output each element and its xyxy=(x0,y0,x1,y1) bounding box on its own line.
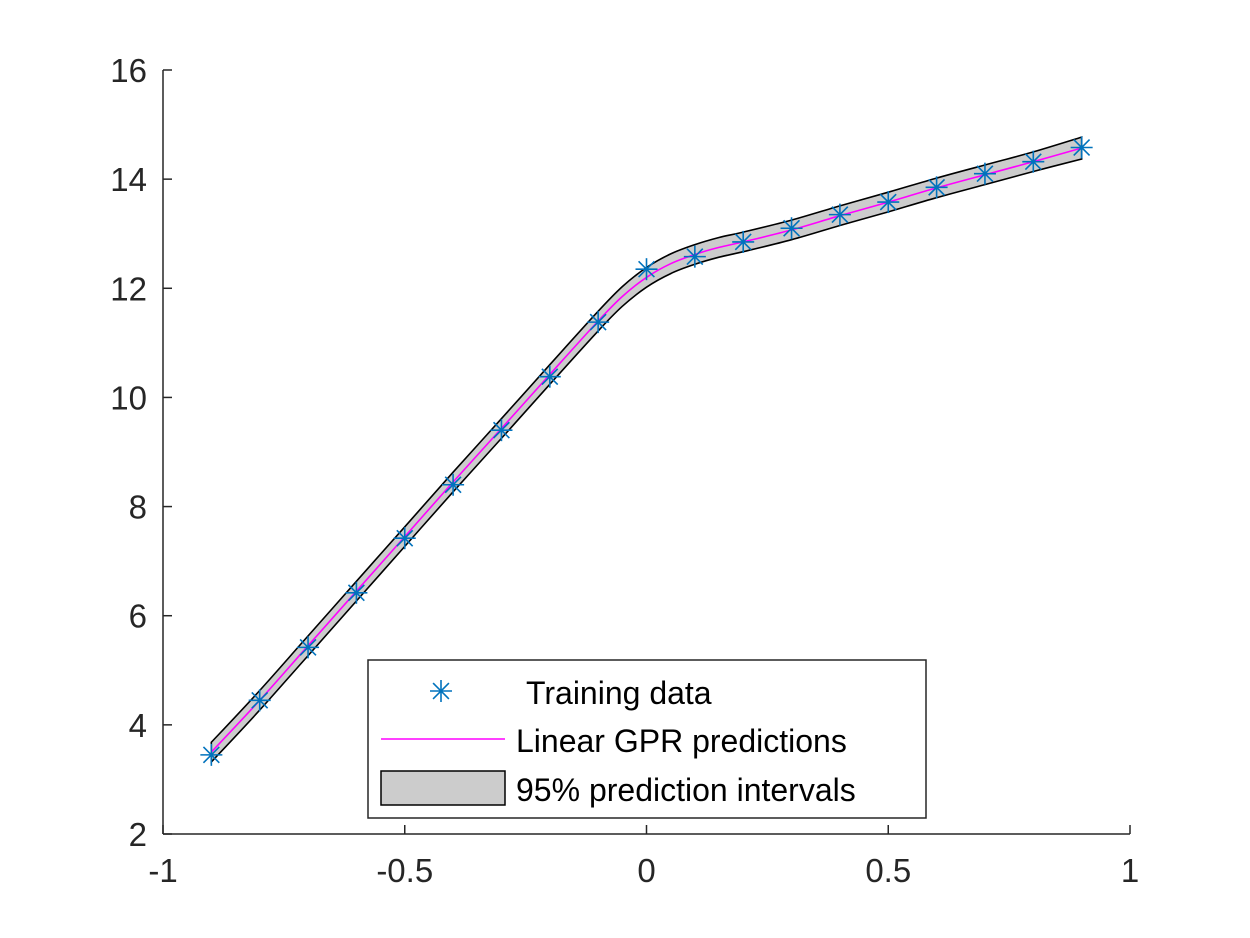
x-tick-label: 1 xyxy=(1121,852,1139,889)
training-data-point xyxy=(732,230,755,253)
y-tick-label: 16 xyxy=(110,52,147,89)
training-data-point xyxy=(683,245,706,268)
legend-training-marker xyxy=(430,680,452,702)
y-tick-label: 12 xyxy=(110,270,147,307)
training-data-point xyxy=(393,527,416,550)
training-data-point xyxy=(1070,136,1093,159)
training-data-point xyxy=(200,743,223,766)
prediction-interval-band-layer xyxy=(210,136,1083,765)
training-data-point xyxy=(877,191,900,214)
training-data-layer xyxy=(200,136,1093,766)
y-tick-label: 8 xyxy=(129,489,147,526)
prediction-interval-band xyxy=(210,136,1083,765)
x-tick-label: -1 xyxy=(148,852,177,889)
legend-label-prediction-intervals: 95% prediction intervals xyxy=(516,772,856,808)
training-data-point xyxy=(973,162,996,185)
training-data-point xyxy=(925,176,948,199)
y-tick-label: 14 xyxy=(110,161,147,198)
legend-label-gpr-predictions: Linear GPR predictions xyxy=(516,723,847,759)
training-data-point xyxy=(248,689,271,712)
y-tick-label: 10 xyxy=(110,379,147,416)
y-tick-label: 4 xyxy=(129,707,147,744)
legend-label-training-data: Training data xyxy=(526,675,712,711)
training-data-point xyxy=(442,473,465,496)
x-tick-label: -0.5 xyxy=(376,852,433,889)
x-tick-label: 0.5 xyxy=(865,852,911,889)
training-data-point xyxy=(635,258,658,281)
x-tick-label: 0 xyxy=(637,852,655,889)
training-data-point xyxy=(345,581,368,604)
training-data-point xyxy=(1022,150,1045,173)
y-tick-label: 6 xyxy=(129,598,147,635)
training-data-point xyxy=(780,217,803,240)
legend: Training data Linear GPR predictions 95%… xyxy=(367,659,927,819)
training-data-point xyxy=(538,365,561,388)
training-data-point xyxy=(828,203,851,226)
y-tick-label: 2 xyxy=(129,816,147,853)
training-data-point xyxy=(490,419,513,442)
legend-training-marker-glyph xyxy=(430,680,452,702)
training-data-point xyxy=(587,311,610,334)
training-data-point xyxy=(297,636,320,659)
legend-band-swatch xyxy=(380,770,506,806)
